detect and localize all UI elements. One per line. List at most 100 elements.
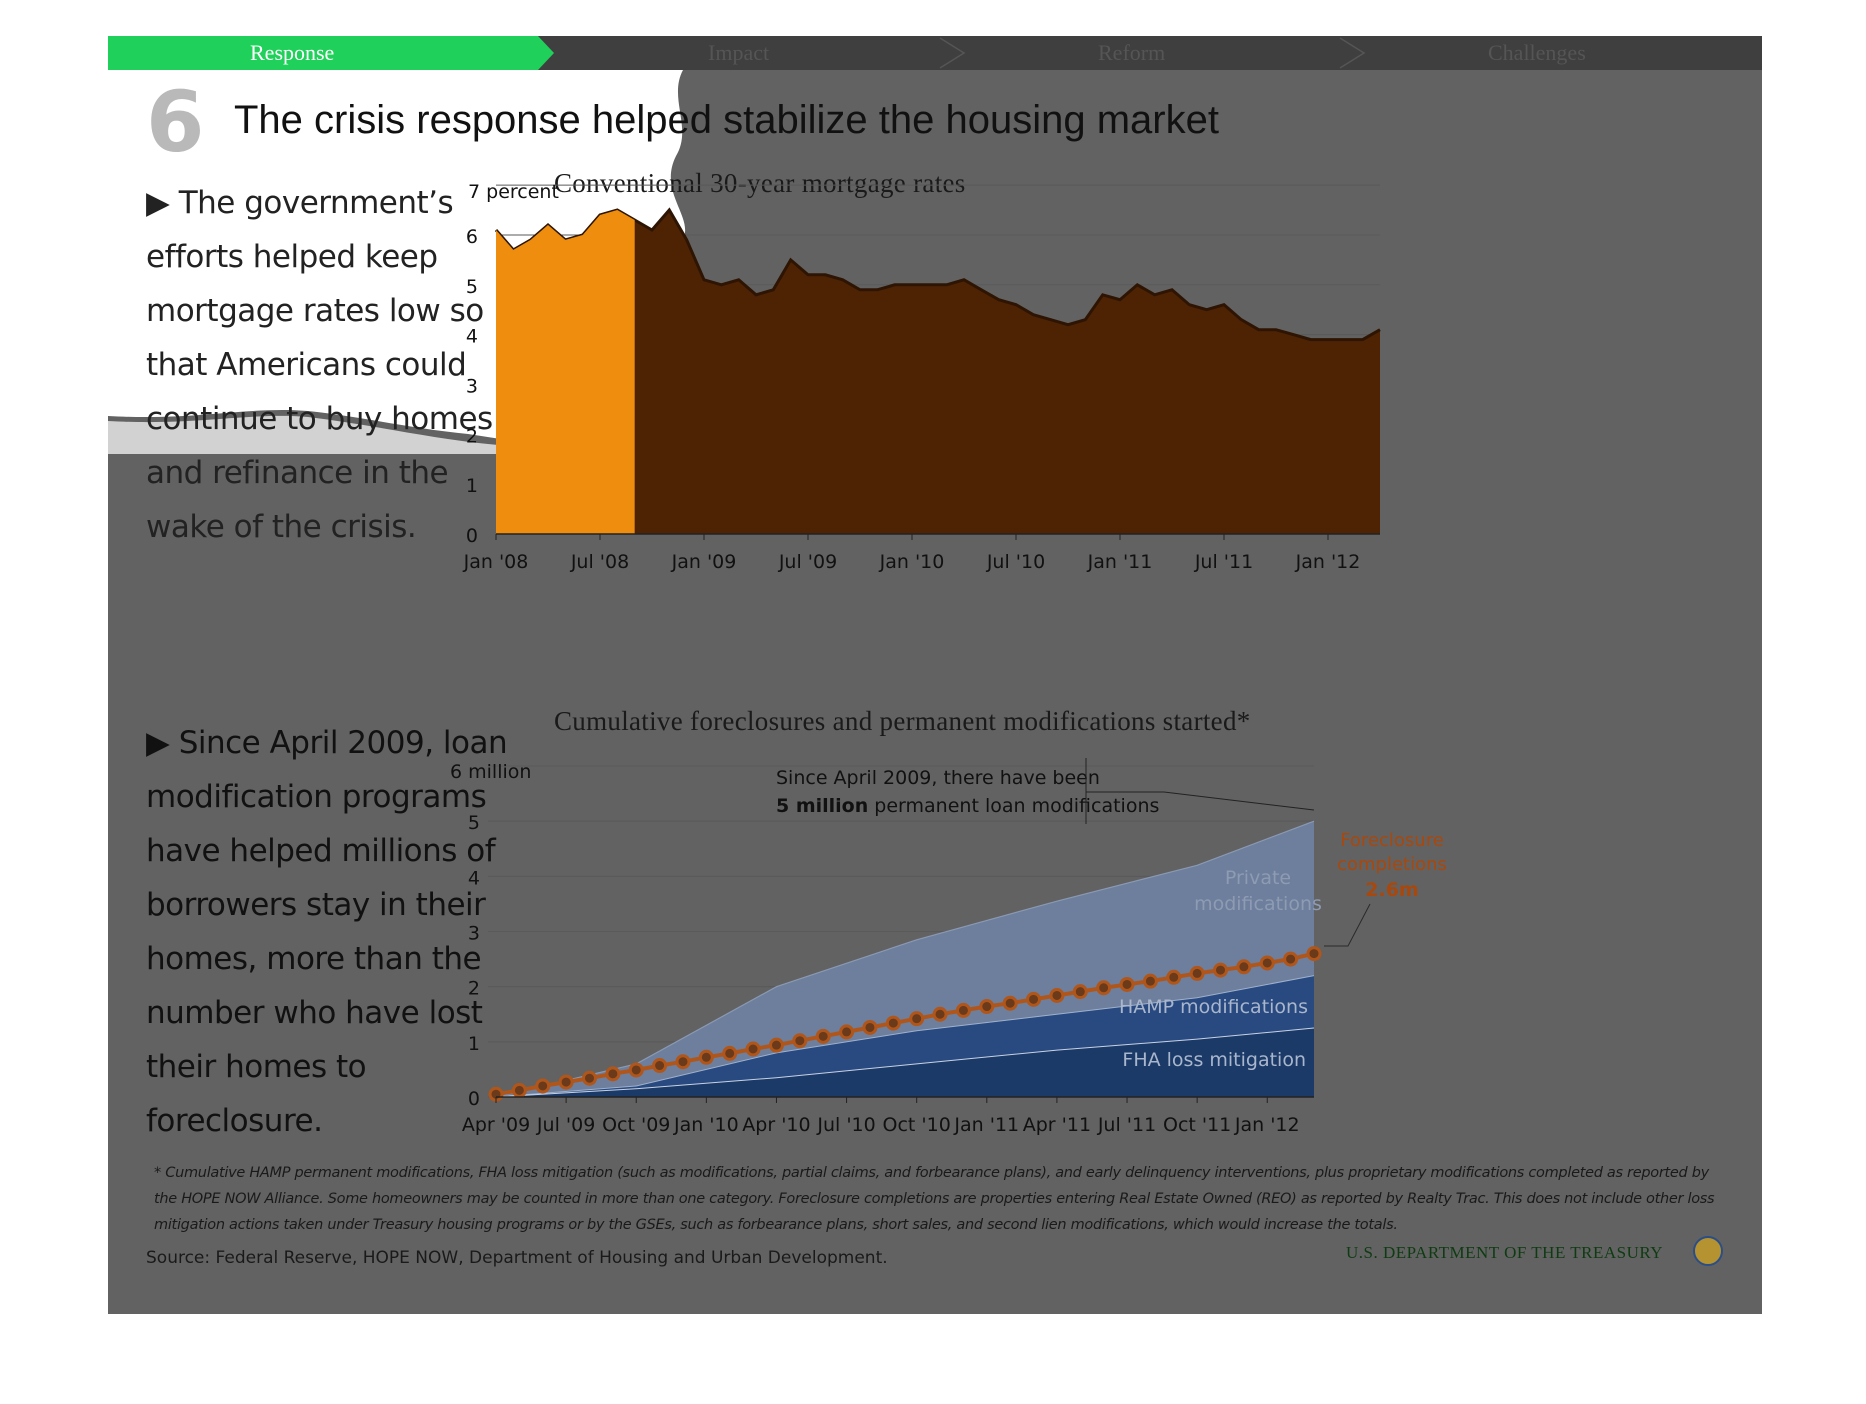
- y-tick-label: 0: [468, 1088, 480, 1110]
- x-tick-label: Oct '10: [883, 1114, 951, 1136]
- x-tick-label: Jul '11: [1194, 551, 1253, 573]
- foreclosure-point: [1026, 991, 1042, 1007]
- callout-line1: Since April 2009, there have been: [776, 767, 1100, 789]
- footnote: * Cumulative HAMP permanent modification…: [154, 1165, 1715, 1233]
- x-tick-label: Jan '11: [1087, 551, 1153, 573]
- foreclosure-point: [885, 1015, 901, 1031]
- source-note: Source: Federal Reserve, HOPE NOW, Depar…: [146, 1248, 888, 1268]
- foreclosure-value: 2.6m: [1365, 879, 1418, 901]
- callout-rest: permanent loan modifications: [868, 795, 1159, 817]
- x-tick-label: Jan '08: [463, 551, 529, 573]
- foreclosure-point: [1306, 946, 1322, 962]
- foreclosure-point: [558, 1074, 574, 1090]
- treasury-logo-text: U.S. DEPARTMENT OF THE TREASURY: [1346, 1243, 1664, 1262]
- foreclosure-point: [1213, 962, 1229, 978]
- foreclosure-label: completions: [1337, 854, 1447, 875]
- foreclosure-point: [1072, 984, 1088, 1000]
- fha-label: FHA loss mitigation: [1122, 1049, 1306, 1071]
- y-tick-label: 5: [466, 276, 478, 298]
- slide-title: The crisis response helped stabilize the…: [234, 98, 1219, 142]
- x-tick-label: Jan '12: [1295, 551, 1361, 573]
- y-tick-label: 3: [468, 923, 480, 945]
- hamp-top-edge: [495, 975, 1315, 1098]
- y-tick-label: 1: [468, 1033, 480, 1055]
- chart2-title: Cumulative foreclosures and permanent mo…: [554, 706, 1251, 736]
- private-label: Private: [1225, 867, 1291, 889]
- y-tick-label: 2: [466, 425, 478, 447]
- fha-loss-mitigation-area: [496, 1028, 1314, 1097]
- x-tick-label: Jul '09: [536, 1114, 595, 1136]
- foreclosure-label: Foreclosure: [1340, 830, 1444, 851]
- x-tick-label: Apr '09: [462, 1114, 530, 1136]
- nav-tab-response-label[interactable]: Response: [250, 40, 335, 65]
- foreclosure-point: [581, 1070, 597, 1086]
- foreclosure-point: [1002, 995, 1018, 1011]
- foreclosure-modification-chart: 0 1 2 3 4 5 6 million Private modifications HAMP …: [450, 758, 1447, 1136]
- y-tick-label: 5: [468, 812, 480, 834]
- treasury-seal-icon: [1693, 1236, 1723, 1266]
- y-tick-label: 3: [466, 375, 478, 397]
- callout-line2: 5 million permanent loan modifications: [776, 795, 1159, 817]
- nav-tab-response[interactable]: [108, 36, 554, 70]
- foreclosure-point: [862, 1019, 878, 1035]
- foreclosure-point: [745, 1041, 761, 1057]
- hamp-label: HAMP modifications: [1119, 996, 1308, 1018]
- private-label: modifications: [1194, 893, 1322, 915]
- foreclosure-point: [1119, 976, 1135, 992]
- foreclosure-point: [628, 1062, 644, 1078]
- y-tick-label: 1: [466, 475, 478, 497]
- modification-text: ▶ Since April 2009, loan modification pr…: [146, 725, 508, 1139]
- foreclosure-point: [605, 1066, 621, 1082]
- mortgage-text: ▶ The government’s efforts helped keep m…: [146, 185, 493, 545]
- y-tick-label: 2: [468, 978, 480, 1000]
- x-tick-label: Jul '08: [570, 551, 629, 573]
- foreclosure-point: [1049, 987, 1065, 1003]
- nav-tab-reform-label[interactable]: Reform: [1098, 40, 1166, 65]
- mortgage-rate-area: [496, 210, 1380, 534]
- foreclosure-point: [698, 1049, 714, 1065]
- callout-leader-line: [1086, 791, 1315, 811]
- y-tick-label: 4: [468, 867, 480, 889]
- fha-top-edge: [495, 1027, 1315, 1098]
- foreclosure-point: [815, 1028, 831, 1044]
- foreclosure-point: [1189, 965, 1205, 981]
- x-tick-label: Jul '10: [816, 1114, 875, 1136]
- x-tick-label: Oct '09: [602, 1114, 670, 1136]
- x-tick-label: Apr '10: [742, 1114, 810, 1136]
- mortgage-rate-highlight: [496, 210, 635, 534]
- foreclosure-point: [792, 1033, 808, 1049]
- foreclosure-point: [909, 1011, 925, 1027]
- callout-bold: 5 million: [776, 795, 868, 817]
- mortgage-rate-line: [494, 207, 1381, 342]
- chevron-right-icon: [1339, 37, 1366, 69]
- slide-number: 6: [146, 73, 205, 171]
- foreclosure-point: [768, 1037, 784, 1053]
- private-modifications-area: [496, 821, 1314, 1097]
- x-tick-label: Apr '11: [1023, 1114, 1091, 1136]
- x-tick-label: Jul '11: [1097, 1114, 1156, 1136]
- foreclosure-point: [839, 1024, 855, 1040]
- nav-tab-challenges-label[interactable]: Challenges: [1488, 40, 1586, 65]
- x-tick-label: Jul '09: [778, 551, 837, 573]
- chevron-right-icon: [939, 37, 966, 69]
- foreclosure-point: [535, 1078, 551, 1094]
- y-tick-label: 4: [466, 326, 478, 348]
- hamp-modifications-area: [496, 975, 1314, 1097]
- slide: Response Impact Reform Challenges 6 The …: [108, 36, 1762, 1314]
- x-tick-label: Oct '11: [1163, 1114, 1231, 1136]
- foreclosure-point: [1283, 951, 1299, 967]
- foreclosure-leader-line: [1324, 903, 1371, 947]
- x-tick-label: Jan '10: [673, 1114, 739, 1136]
- foreclosure-point: [955, 1002, 971, 1018]
- foreclosure-point: [675, 1054, 691, 1070]
- foreclosure-point: [652, 1058, 668, 1074]
- foreclosure-point: [1236, 959, 1252, 975]
- foreclosure-point: [1259, 955, 1275, 971]
- foreclosure-point: [1166, 969, 1182, 985]
- y-axis-unit-label: 7 percent: [468, 181, 559, 203]
- foreclosure-point: [932, 1006, 948, 1022]
- nav-tab-impact-label[interactable]: Impact: [708, 40, 770, 65]
- y-tick-label: 0: [466, 525, 478, 547]
- x-tick-label: Jan '09: [671, 551, 737, 573]
- foreclosure-point: [511, 1082, 527, 1098]
